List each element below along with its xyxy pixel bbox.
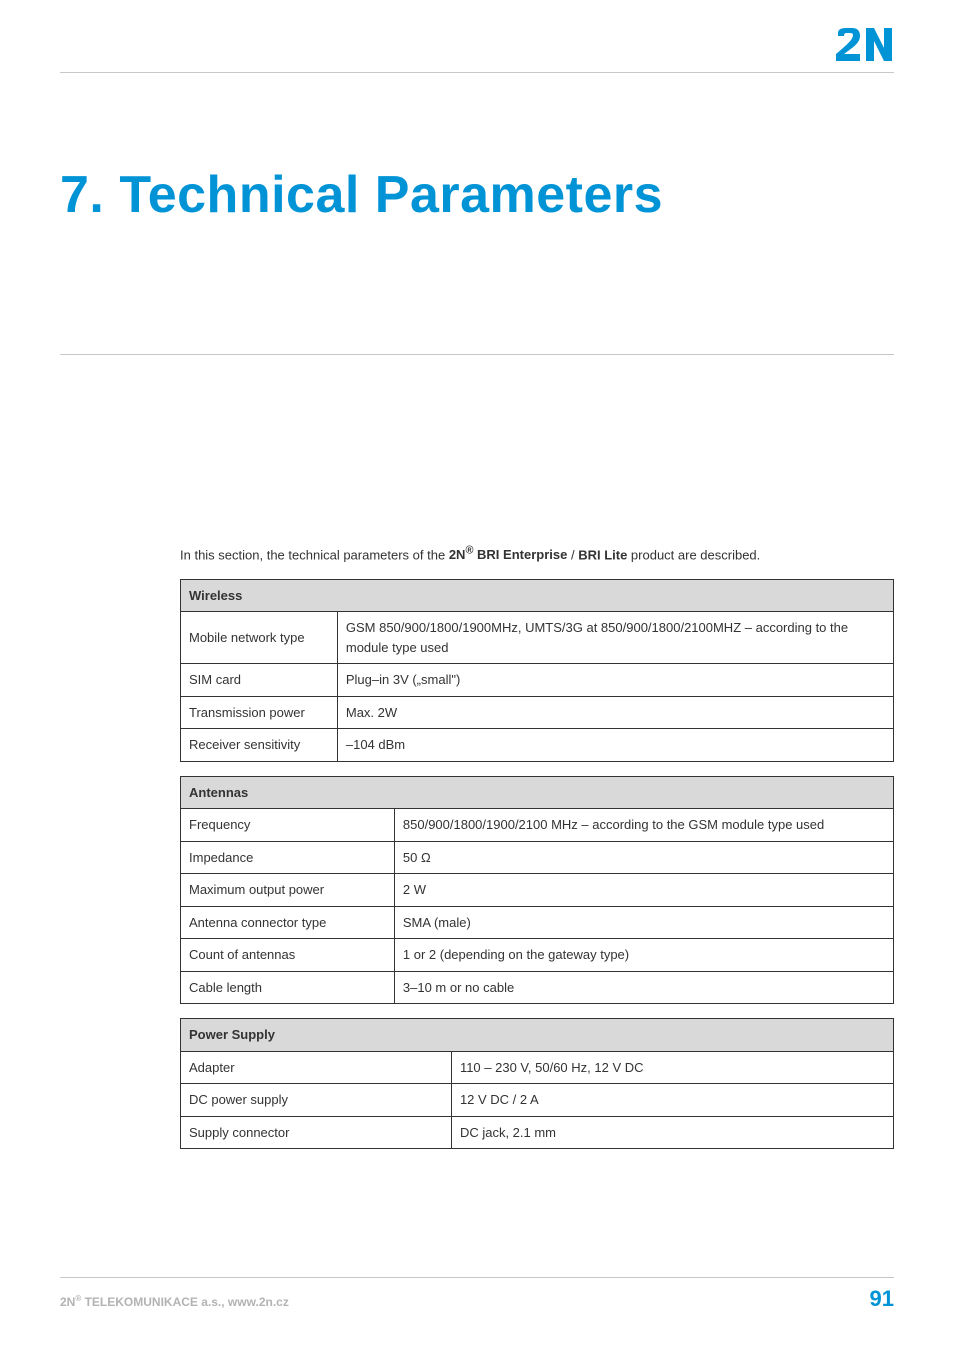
- power-supply-table: Power Supply Adapter 110 – 230 V, 50/60 …: [180, 1018, 894, 1149]
- table-value: DC jack, 2.1 mm: [451, 1116, 893, 1149]
- footer-row: 2N® TELEKOMUNIKACE a.s., www.2n.cz 91: [60, 1286, 894, 1312]
- table-row: DC power supply 12 V DC / 2 A: [181, 1084, 894, 1117]
- table-row: Antenna connector type SMA (male): [181, 906, 894, 939]
- table-row: Receiver sensitivity –104 dBm: [181, 729, 894, 762]
- table-value: 3–10 m or no cable: [394, 971, 893, 1004]
- intro-text: In this section, the technical parameter…: [180, 547, 449, 562]
- table-value: 110 – 230 V, 50/60 Hz, 12 V DC: [451, 1051, 893, 1084]
- footer-divider: [60, 1277, 894, 1278]
- table-key: Antenna connector type: [181, 906, 395, 939]
- table-value: 50 Ω: [394, 841, 893, 874]
- table-key: Supply connector: [181, 1116, 452, 1149]
- table-header-row: Power Supply: [181, 1019, 894, 1052]
- table-value: –104 dBm: [337, 729, 893, 762]
- table-row: Transmission power Max. 2W: [181, 696, 894, 729]
- header-divider: [60, 72, 894, 73]
- table-row: Supply connector DC jack, 2.1 mm: [181, 1116, 894, 1149]
- content-area: In this section, the technical parameter…: [180, 530, 894, 1163]
- brand-logo: [836, 28, 894, 69]
- page-footer: 2N® TELEKOMUNIKACE a.s., www.2n.cz 91: [60, 1277, 894, 1312]
- page-number: 91: [870, 1286, 894, 1312]
- table-value: 1 or 2 (depending on the gateway type): [394, 939, 893, 972]
- table-row: Mobile network type GSM 850/900/1800/190…: [181, 612, 894, 664]
- chapter-title: 7. Technical Parameters: [60, 165, 894, 225]
- mid-divider: [60, 354, 894, 355]
- table-key: Count of antennas: [181, 939, 395, 972]
- table-key: SIM card: [181, 664, 338, 697]
- table-header-row: Wireless: [181, 579, 894, 612]
- table-row: Maximum output power 2 W: [181, 874, 894, 907]
- table-header-row: Antennas: [181, 776, 894, 809]
- table-key: Mobile network type: [181, 612, 338, 664]
- table-value: SMA (male): [394, 906, 893, 939]
- table-row: Frequency 850/900/1800/1900/2100 MHz – a…: [181, 809, 894, 842]
- table-key: Maximum output power: [181, 874, 395, 907]
- intro-paragraph: In this section, the technical parameter…: [180, 543, 894, 565]
- table-value: Plug–in 3V („small"): [337, 664, 893, 697]
- table-key: Adapter: [181, 1051, 452, 1084]
- table-key: DC power supply: [181, 1084, 452, 1117]
- table-key: Transmission power: [181, 696, 338, 729]
- table-value: 2 W: [394, 874, 893, 907]
- table-key: Receiver sensitivity: [181, 729, 338, 762]
- table-header: Wireless: [181, 579, 894, 612]
- page: 7. Technical Parameters In this section,…: [0, 0, 954, 1350]
- table-header: Power Supply: [181, 1019, 894, 1052]
- table-value: 850/900/1800/1900/2100 MHz – according t…: [394, 809, 893, 842]
- table-value: Max. 2W: [337, 696, 893, 729]
- footer-company: 2N® TELEKOMUNIKACE a.s., www.2n.cz: [60, 1294, 289, 1309]
- antennas-table: Antennas Frequency 850/900/1800/1900/210…: [180, 776, 894, 1005]
- table-row: SIM card Plug–in 3V („small"): [181, 664, 894, 697]
- table-value: GSM 850/900/1800/1900MHz, UMTS/3G at 850…: [337, 612, 893, 664]
- table-key: Cable length: [181, 971, 395, 1004]
- table-value: 12 V DC / 2 A: [451, 1084, 893, 1117]
- table-key: Impedance: [181, 841, 395, 874]
- table-row: Impedance 50 Ω: [181, 841, 894, 874]
- table-row: Count of antennas 1 or 2 (depending on t…: [181, 939, 894, 972]
- table-row: Cable length 3–10 m or no cable: [181, 971, 894, 1004]
- table-row: Adapter 110 – 230 V, 50/60 Hz, 12 V DC: [181, 1051, 894, 1084]
- table-header: Antennas: [181, 776, 894, 809]
- wireless-table: Wireless Mobile network type GSM 850/900…: [180, 579, 894, 762]
- table-key: Frequency: [181, 809, 395, 842]
